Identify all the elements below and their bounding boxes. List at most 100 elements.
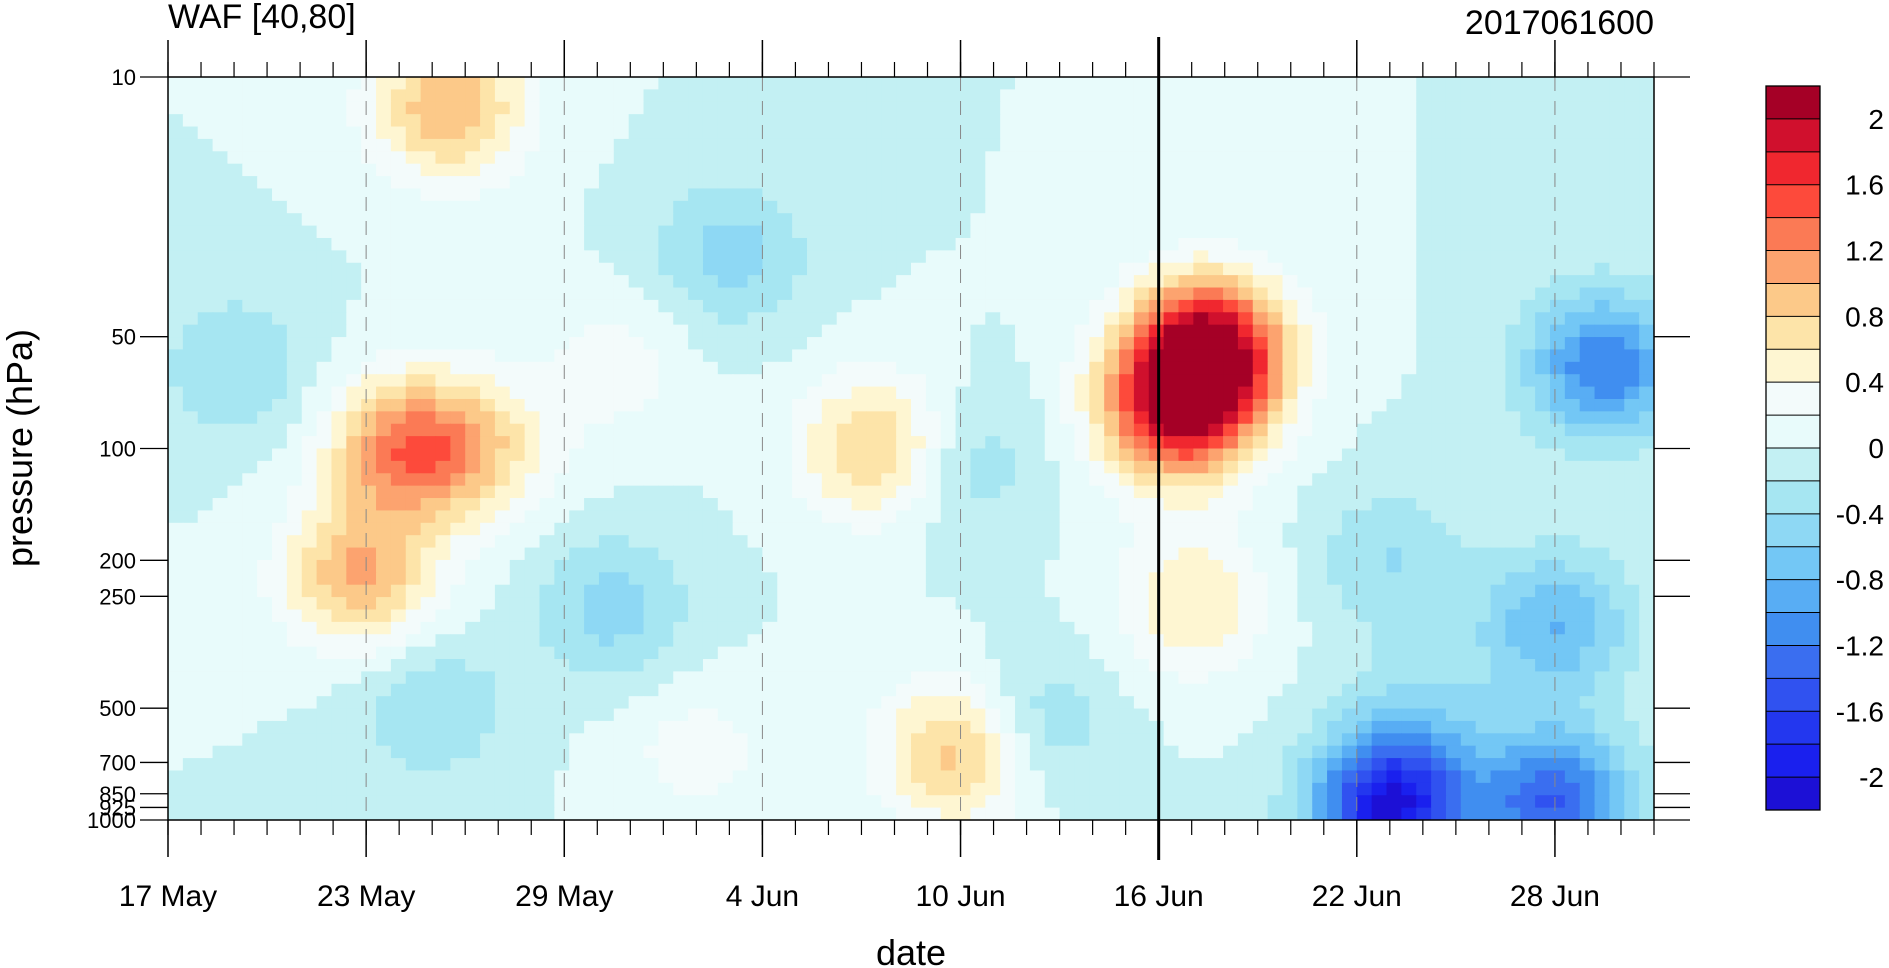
contour-cell (1371, 671, 1388, 685)
contour-cell (435, 584, 451, 598)
contour-cell (747, 460, 763, 474)
contour-cell (1059, 151, 1076, 165)
contour-cell (702, 225, 719, 239)
contour-cell (1237, 460, 1254, 474)
contour-cell (1520, 510, 1536, 524)
contour-cell (1416, 436, 1432, 450)
contour-cell (1564, 522, 1581, 536)
contour-cell (1000, 188, 1016, 202)
contour-cell (658, 411, 674, 425)
contour-cell (792, 572, 808, 586)
contour-cell (1609, 337, 1625, 351)
contour-cell (1594, 262, 1611, 276)
contour-cell (1401, 176, 1417, 190)
contour-cell (1416, 151, 1432, 165)
contour-cell (1267, 200, 1284, 214)
contour-cell (792, 436, 808, 450)
contour-cell (598, 151, 615, 165)
contour-cell (806, 411, 823, 425)
contour-cell (792, 522, 808, 536)
contour-cell (955, 572, 972, 586)
contour-cell (1282, 361, 1298, 375)
contour-cell (465, 237, 481, 251)
contour-cell (1535, 485, 1551, 499)
contour-cell (212, 485, 229, 499)
contour-cell (1267, 621, 1284, 635)
contour-cell (286, 398, 303, 412)
contour-cell (1163, 659, 1180, 672)
contour-cell (985, 77, 1001, 90)
contour-cell (197, 584, 214, 598)
contour-cell (792, 498, 808, 512)
contour-cell (1371, 498, 1388, 512)
contour-cell (554, 535, 570, 549)
contour-cell (717, 213, 734, 227)
contour-cell (1490, 609, 1506, 623)
contour-cell (762, 262, 778, 276)
contour-cell (1015, 200, 1031, 214)
contour-cell (821, 659, 838, 672)
contour-cell (955, 312, 972, 326)
contour-cell (702, 411, 719, 425)
contour-cell (1237, 176, 1254, 190)
contour-cell (1639, 423, 1654, 437)
contour-cell (539, 200, 555, 214)
contour-cell (1163, 547, 1180, 561)
contour-cell (1119, 77, 1135, 90)
contour-cell (1639, 535, 1654, 549)
contour-cell (390, 522, 407, 536)
contour-cell (1535, 213, 1551, 227)
contour-cell (1609, 436, 1625, 450)
contour-cell (361, 225, 377, 239)
contour-cell (1208, 460, 1224, 474)
contour-cell (1505, 262, 1521, 276)
contour-cell (598, 374, 615, 388)
contour-cell (376, 498, 392, 512)
contour-cell (1178, 312, 1194, 326)
contour-cell (1490, 151, 1506, 165)
contour-cell (970, 659, 986, 672)
contour-cell (509, 349, 526, 363)
contour-cell (1386, 634, 1402, 648)
contour-cell (821, 423, 838, 437)
contour-cell (1535, 621, 1551, 635)
contour-cell (1579, 114, 1596, 128)
contour-cell (509, 460, 526, 474)
contour-cell (1148, 646, 1165, 660)
contour-cell (242, 349, 258, 363)
contour-cell (1327, 126, 1343, 140)
contour-cell (1460, 547, 1477, 561)
contour-cell (1535, 559, 1551, 573)
contour-cell (1416, 213, 1432, 227)
contour-cell (688, 324, 704, 338)
contour-cell (1579, 572, 1596, 586)
contour-cell (1341, 213, 1358, 227)
contour-cell (806, 460, 823, 474)
contour-cell (1029, 510, 1046, 524)
contour-cell (955, 460, 972, 474)
contour-cell (197, 646, 214, 660)
contour-cell (985, 659, 1001, 672)
contour-cell (1267, 398, 1284, 412)
contour-cell (242, 312, 258, 326)
contour-cell (554, 213, 570, 227)
contour-cell (613, 188, 630, 202)
contour-cell (405, 597, 422, 611)
contour-cell (1312, 535, 1328, 549)
contour-cell (762, 621, 778, 635)
contour-cell (777, 498, 793, 512)
contour-cell (911, 138, 927, 152)
contour-cell (1104, 262, 1120, 276)
contour-cell (390, 634, 407, 648)
contour-cell (1341, 188, 1358, 202)
contour-cell (836, 423, 853, 437)
contour-cell (940, 361, 957, 375)
contour-cell (1535, 535, 1551, 549)
contour-cell (1341, 361, 1358, 375)
contour-cell (762, 683, 778, 697)
contour-cell (688, 213, 704, 227)
contour-cell (1401, 473, 1417, 487)
contour-cell (1000, 151, 1016, 165)
contour-cell (1356, 572, 1373, 586)
contour-cell (1356, 275, 1373, 289)
